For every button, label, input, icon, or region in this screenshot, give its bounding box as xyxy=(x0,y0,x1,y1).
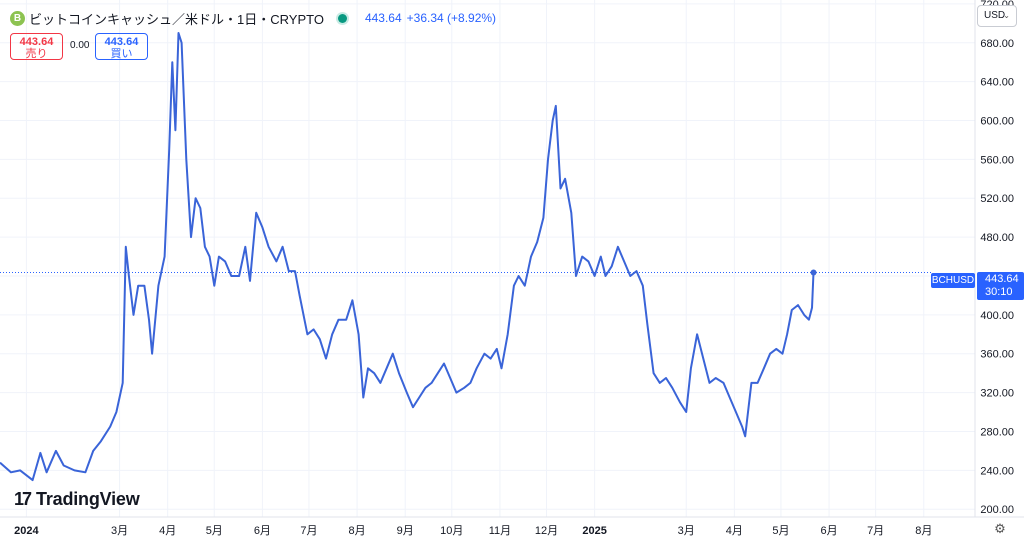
x-tick-label: 6月 xyxy=(254,525,271,537)
market-open-dot-icon xyxy=(337,13,347,23)
sell-price: 443.64 xyxy=(19,36,54,48)
currency-label: USD xyxy=(984,10,1006,21)
bitcoin-cash-icon[interactable]: B xyxy=(10,10,25,26)
x-tick-label: 2024 xyxy=(14,525,39,537)
currency-select[interactable]: USD ⌄ xyxy=(977,5,1017,27)
y-tick-label: 200.00 xyxy=(980,504,1014,516)
buy-button[interactable]: 443.64 買い xyxy=(95,33,148,60)
chart-grid xyxy=(0,0,975,517)
last-price-value: 443.64 xyxy=(985,273,1019,285)
x-tick-label: 2025 xyxy=(582,525,606,537)
y-tick-label: 480.00 xyxy=(980,232,1014,244)
spread-value: 0.00 xyxy=(70,40,90,51)
header-price: 443.64 xyxy=(364,11,402,25)
tradingview-logo[interactable]: 17 TradingView xyxy=(14,489,140,510)
x-tick-label: 7月 xyxy=(300,525,317,537)
y-tick-label: 640.00 xyxy=(980,77,1014,89)
x-tick-label: 4月 xyxy=(726,525,743,537)
header-change: +36.34 (+8.92%) xyxy=(406,11,497,25)
buy-price: 443.64 xyxy=(104,36,139,48)
x-tick-label: 11月 xyxy=(489,525,511,537)
y-tick-label: 520.00 xyxy=(980,193,1014,205)
x-tick-label: 7月 xyxy=(867,525,884,537)
y-tick-label: 600.00 xyxy=(980,116,1014,128)
brand-name: TradingView xyxy=(36,489,140,509)
price-line xyxy=(0,32,815,482)
y-tick-label: 240.00 xyxy=(980,465,1014,477)
x-tick-label: 5月 xyxy=(772,525,789,537)
chevron-down-icon: ⌄ xyxy=(1003,11,1010,20)
price-axis: 200.00240.00280.00320.00360.00400.00440.… xyxy=(980,0,1014,516)
last-price-dot xyxy=(810,269,817,276)
time-axis: 2024 3月 4月 5月 6月 7月 8月 9月 10月 11月 12月 2025 3月 4月 5月 6月 7… xyxy=(14,525,932,537)
bar-countdown: 30:10 xyxy=(985,286,1013,298)
x-tick-label: 3月 xyxy=(111,525,128,537)
y-tick-label: 680.00 xyxy=(980,38,1014,50)
x-tick-label: 8月 xyxy=(349,525,366,537)
y-tick-label: 360.00 xyxy=(980,349,1014,361)
sell-button[interactable]: 443.64 売り xyxy=(10,33,63,60)
x-tick-label: 9月 xyxy=(397,525,414,537)
x-tick-label: 6月 xyxy=(820,525,837,537)
last-price-tag: 443.64 30:10 xyxy=(977,272,1024,300)
symbol-title[interactable]: ビットコインキャッシュ／米ドル・1日・CRYPTO xyxy=(29,11,324,27)
x-tick-label: 3月 xyxy=(678,525,695,537)
tradingview-logo-icon: 17 xyxy=(14,489,32,509)
y-tick-label: 400.00 xyxy=(980,310,1014,322)
symbol-price-tag: BCHUSD xyxy=(931,273,975,288)
y-tick-label: 280.00 xyxy=(980,426,1014,438)
x-tick-label: 4月 xyxy=(159,525,176,537)
sell-label: 売り xyxy=(25,48,48,60)
symbol-header: B ビットコインキャッシュ／米ドル・1日・CRYPTO 443.64 +36.3… xyxy=(10,9,501,27)
x-tick-label: 5月 xyxy=(206,525,223,537)
x-tick-label: 8月 xyxy=(915,525,932,537)
x-tick-label: 10月 xyxy=(440,525,463,537)
buy-label: 買い xyxy=(110,48,133,60)
y-tick-label: 320.00 xyxy=(980,388,1014,400)
y-tick-label: 560.00 xyxy=(980,154,1014,166)
gear-icon[interactable]: ⚙ xyxy=(994,521,1006,536)
x-tick-label: 12月 xyxy=(535,525,558,537)
